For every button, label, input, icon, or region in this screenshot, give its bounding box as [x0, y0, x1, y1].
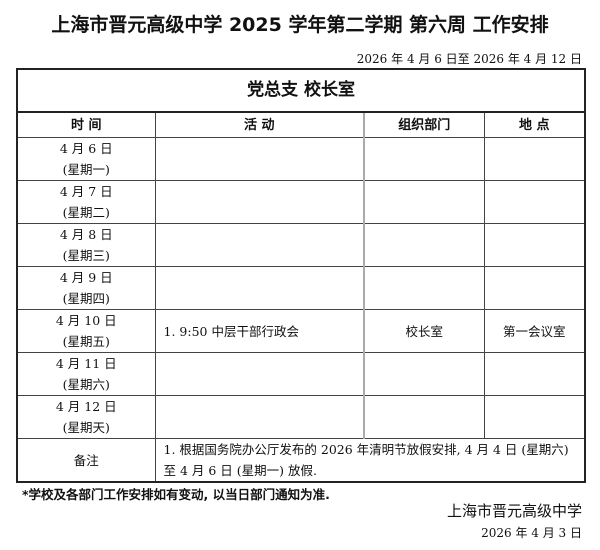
day-weekday: (星期一) [62, 162, 110, 177]
department-cell [363, 395, 485, 439]
day-weekday: (星期二) [62, 205, 110, 220]
day-date: 4 月 7 日 [59, 184, 113, 199]
header-time: 时 间 [16, 111, 156, 138]
location-cell [483, 352, 586, 396]
page-title: 上海市晋元高级中学 2025 学年第二学期 第六周 工作安排 [51, 14, 549, 36]
department-cell [363, 180, 485, 224]
day-date: 4 月 8 日 [59, 227, 113, 242]
table-row: 4 月 9 日 (星期四) [16, 266, 586, 310]
location-cell [483, 266, 586, 310]
day-cell: 4 月 8 日 (星期三) [16, 223, 156, 267]
note-row: 备注 1. 根据国务院办公厅发布的 2026 年清明节放假安排, 4 月 4 日 … [16, 438, 586, 483]
day-cell: 4 月 9 日 (星期四) [16, 266, 156, 310]
day-cell: 4 月 11 日 (星期六) [16, 352, 156, 396]
signature-date: 2026 年 4 月 3 日 [481, 526, 582, 540]
activity-cell [154, 352, 365, 396]
day-date: 4 月 10 日 [55, 313, 117, 328]
table-row: 4 月 10 日 (星期五) 1. 9:50 中层干部行政会 校长室 第一会议室 [16, 309, 586, 353]
department-cell: 校长室 [363, 309, 485, 353]
signature-org: 上海市晋元高级中学 [446, 502, 582, 520]
note-text: 1. 根据国务院办公厅发布的 2026 年清明节放假安排, 4 月 4 日 (星… [154, 438, 586, 483]
date-range: 2026 年 4 月 6 日至 2026 年 4 月 12 日 [356, 52, 582, 66]
location-cell [483, 137, 586, 181]
header-department: 组织部门 [363, 111, 485, 138]
activity-cell [154, 266, 365, 310]
day-date: 4 月 11 日 [55, 356, 117, 371]
day-weekday: (星期三) [62, 248, 110, 263]
day-cell: 4 月 12 日 (星期天) [16, 395, 156, 439]
location-cell [483, 180, 586, 224]
activity-cell [154, 137, 365, 181]
department-cell [363, 352, 485, 396]
day-weekday: (星期天) [62, 420, 110, 435]
schedule-table: 党总支 校长室 时 间 活 动 组织部门 地 点 4 月 6 日 (星期一) 4 … [16, 68, 587, 483]
location-cell [483, 223, 586, 267]
day-weekday: (星期五) [62, 334, 110, 349]
day-date: 4 月 9 日 [59, 270, 113, 285]
day-weekday: (星期六) [62, 377, 110, 392]
table-row: 4 月 11 日 (星期六) [16, 352, 586, 396]
activity-cell [154, 180, 365, 224]
location-cell [483, 395, 586, 439]
table-row: 4 月 7 日 (星期二) [16, 180, 586, 224]
location-cell: 第一会议室 [483, 309, 586, 353]
table-row: 4 月 6 日 (星期一) [16, 137, 586, 181]
day-cell: 4 月 6 日 (星期一) [16, 137, 156, 181]
header-activity: 活 动 [154, 111, 365, 138]
department-banner: 党总支 校长室 [16, 68, 586, 113]
department-cell [363, 137, 485, 181]
activity-cell: 1. 9:50 中层干部行政会 [154, 309, 365, 353]
table-row: 4 月 12 日 (星期天) [16, 395, 586, 439]
department-cell [363, 266, 485, 310]
day-cell: 4 月 7 日 (星期二) [16, 180, 156, 224]
table-row: 4 月 8 日 (星期三) [16, 223, 586, 267]
activity-cell [154, 395, 365, 439]
department-cell [363, 223, 485, 267]
day-date: 4 月 12 日 [55, 399, 117, 414]
note-label: 备注 [16, 438, 156, 483]
activity-cell [154, 223, 365, 267]
header-location: 地 点 [483, 111, 586, 138]
day-cell: 4 月 10 日 (星期五) [16, 309, 156, 353]
day-date: 4 月 6 日 [59, 141, 113, 156]
footnote: *学校及各部门工作安排如有变动, 以当日部门通知为准. [22, 487, 330, 502]
day-weekday: (星期四) [62, 291, 110, 306]
